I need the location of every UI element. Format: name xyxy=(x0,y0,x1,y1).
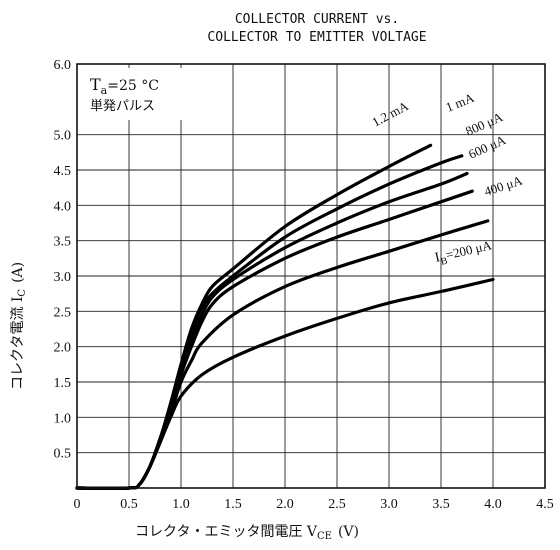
y-tick-label: 5.0 xyxy=(54,129,72,144)
x-axis-label: コレクタ・エミッタ間電圧 VCE (V) xyxy=(135,524,359,542)
x-tick-label: 0.5 xyxy=(120,497,138,512)
series-line-5 xyxy=(75,143,433,490)
y-tick-label: 0.5 xyxy=(54,447,72,462)
y-tick-label: 3.5 xyxy=(54,235,72,250)
x-tick-label: 3.5 xyxy=(432,497,450,512)
y-tick-label: 4.0 xyxy=(54,199,72,214)
x-tick-label: 4.5 xyxy=(536,497,554,512)
y-tick-label: 4.5 xyxy=(54,164,72,179)
chart-title: COLLECTOR CURRENT vs. xyxy=(235,12,399,27)
x-tick-label: 0 xyxy=(74,497,81,512)
y-tick-labels: 0.5 1.0 1.5 2.0 2.5 3.0 3.5 4.0 4.5 5.0 6.0 xyxy=(54,58,72,462)
condition-ta: Ta=25 °C xyxy=(90,75,159,97)
curve-label-200uA: IB=200 μA xyxy=(433,237,494,269)
curves xyxy=(75,143,495,490)
series-line-3 xyxy=(75,171,469,490)
x-tick-label: 2.0 xyxy=(276,497,294,512)
y-tick-label: 2.0 xyxy=(54,341,72,356)
chart-subtitle: COLLECTOR TO EMITTER VOLTAGE xyxy=(207,30,426,45)
y-tick-label: 2.5 xyxy=(54,305,72,320)
y-axis-label: コレクタ電流 IC(A) xyxy=(10,262,28,390)
x-tick-labels: 0 0.5 1.0 1.5 2.0 2.5 3.0 3.5 4.0 4.5 xyxy=(74,497,554,512)
curve-label-1mA: 1 mA xyxy=(444,90,477,115)
curve-labels: 1.2 mA 1 mA 800 μA 600 μA 400 μA IB=200 … xyxy=(369,90,524,269)
y-tick-label: 1.0 xyxy=(54,411,72,426)
x-tick-label: 2.5 xyxy=(328,497,346,512)
y-tick-label: 1.5 xyxy=(54,376,72,391)
x-tick-label: 1.0 xyxy=(172,497,190,512)
x-tick-label: 3.0 xyxy=(380,497,398,512)
plot-frame xyxy=(76,63,546,489)
condition-note-bg xyxy=(81,68,183,120)
x-tick-label: 1.5 xyxy=(224,497,242,512)
y-tick-label: 6.0 xyxy=(54,58,72,73)
curve-label-1-2mA: 1.2 mA xyxy=(369,98,411,130)
y-tick-label: 3.0 xyxy=(54,270,72,285)
x-tick-label: 4.0 xyxy=(484,497,502,512)
condition-pulse: 単発パルス xyxy=(90,98,155,114)
curve-label-400uA: 400 μA xyxy=(482,172,524,199)
